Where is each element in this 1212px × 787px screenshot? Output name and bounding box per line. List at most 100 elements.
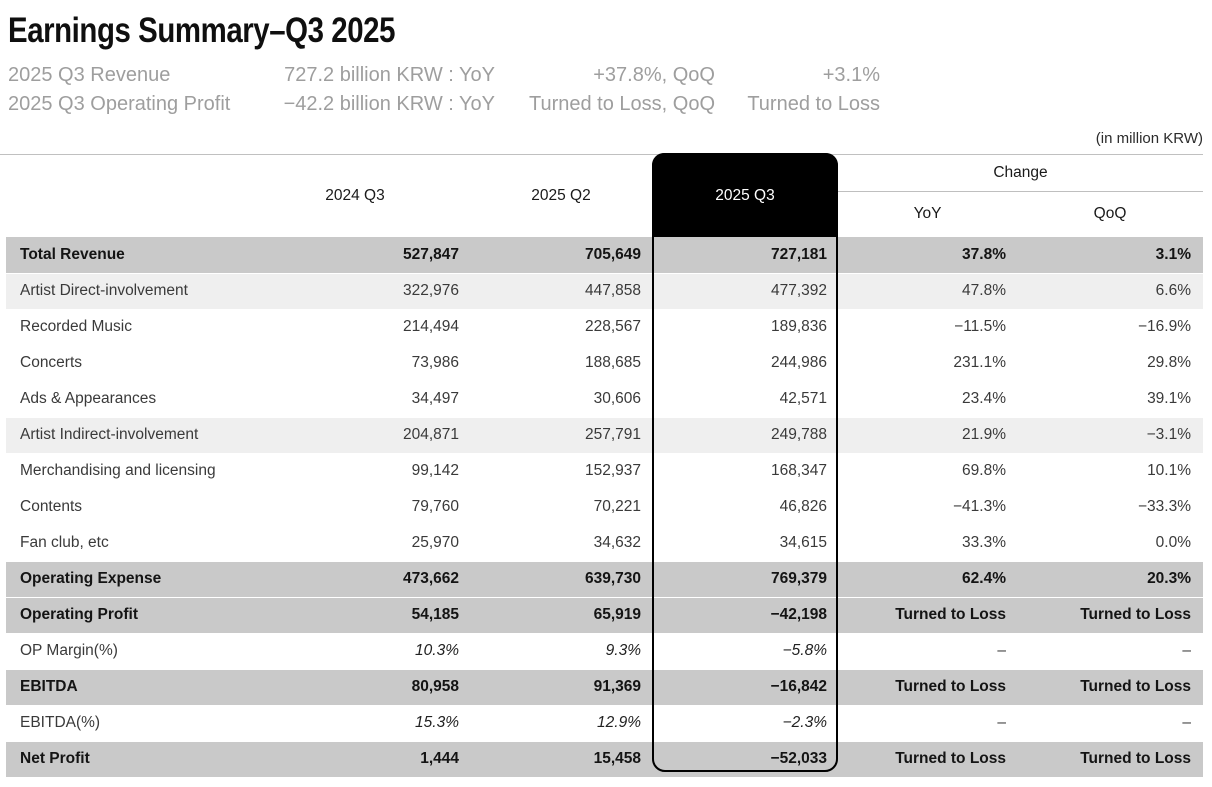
cell-2024-q3: 1,444 — [240, 741, 470, 778]
cell-2024-q3: 25,970 — [240, 525, 470, 562]
cell-2025-q2: 70,221 — [470, 489, 652, 526]
cell-yoy-change: 231.1% — [838, 345, 1017, 382]
cell-qoq-change: 3.1% — [1017, 237, 1204, 274]
summary-row1-qoq: +3.1% — [822, 64, 880, 86]
cell-2024-q3: 473,662 — [240, 561, 470, 598]
cell-row-label: EBITDA — [6, 669, 240, 706]
cell-row-label: EBITDA(%) — [6, 705, 240, 742]
cell-yoy-change: 33.3% — [838, 525, 1017, 562]
header-yoy: YoY — [913, 205, 942, 223]
header-2024-q3: 2024 Q3 — [325, 187, 385, 204]
cell-row-label: Concerts — [6, 345, 240, 382]
cell-row-label: Fan club, etc — [6, 525, 240, 562]
table-row: Total Revenue 527,847 705,649 727,181 37… — [6, 237, 1204, 274]
cell-2025-q3: −16,842 — [652, 669, 838, 706]
cell-2024-q3: 15.3% — [240, 705, 470, 742]
table-row: Artist Indirect-involvement 204,871 257,… — [6, 417, 1204, 454]
cell-2025-q2: 188,685 — [470, 345, 652, 382]
cell-row-label: Operating Expense — [6, 561, 240, 598]
cell-2025-q2: 705,649 — [470, 237, 652, 274]
summary-row1-yoy: +37.8%, QoQ — [593, 64, 715, 86]
summary-block: 2025 Q3 Revenue 727.2 billion KRW : YoY … — [8, 61, 880, 119]
summary-row2-yoy: Turned to Loss, QoQ — [528, 93, 715, 115]
cell-2024-q3: 80,958 — [240, 669, 470, 706]
cell-yoy-change: −11.5% — [838, 309, 1017, 346]
cell-qoq-change: Turned to Loss — [1017, 741, 1204, 778]
cell-2025-q3: 249,788 — [652, 417, 838, 454]
cell-qoq-change: −3.1% — [1017, 417, 1204, 454]
cell-2024-q3: 73,986 — [240, 345, 470, 382]
header-qoq: QoQ — [1093, 205, 1127, 223]
header-label-spacer — [6, 155, 240, 237]
table-header: 2024 Q3 2025 Q2 2025 Q3 Change YoY QoQ — [6, 155, 1204, 237]
summary-row2-qoq: Turned to Loss — [747, 93, 880, 115]
cell-yoy-change: 62.4% — [838, 561, 1017, 598]
cell-qoq-change: −16.9% — [1017, 309, 1204, 346]
table-row: Concerts 73,986 188,685 244,986 231.1% 2… — [6, 345, 1204, 382]
summary-row2-label: 2025 Q3 Operating Profit — [8, 93, 231, 115]
header-2025-q2: 2025 Q2 — [531, 187, 591, 204]
table-row: Recorded Music 214,494 228,567 189,836 −… — [6, 309, 1204, 346]
cell-2025-q2: 91,369 — [470, 669, 652, 706]
cell-qoq-change: 20.3% — [1017, 561, 1204, 598]
cell-qoq-change: – — [1017, 633, 1204, 670]
table-row: Operating Profit 54,185 65,919 −42,198 T… — [6, 597, 1204, 634]
table-row: Fan club, etc 25,970 34,632 34,615 33.3%… — [6, 525, 1204, 562]
cell-qoq-change: Turned to Loss — [1017, 597, 1204, 634]
cell-2025-q3: −2.3% — [652, 705, 838, 742]
cell-2025-q3: 168,347 — [652, 453, 838, 490]
cell-yoy-change: −41.3% — [838, 489, 1017, 526]
cell-2025-q3: −52,033 — [652, 741, 838, 778]
highlight-column-header-fill — [652, 153, 838, 237]
cell-yoy-change: – — [838, 633, 1017, 670]
cell-qoq-change: 39.1% — [1017, 381, 1204, 418]
earnings-table: 2024 Q3 2025 Q2 2025 Q3 Change YoY QoQ T… — [6, 155, 1204, 778]
cell-2025-q3: 244,986 — [652, 345, 838, 382]
cell-2025-q3: −5.8% — [652, 633, 838, 670]
table-top-divider — [0, 154, 1203, 155]
cell-qoq-change: 10.1% — [1017, 453, 1204, 490]
cell-2025-q2: 15,458 — [470, 741, 652, 778]
cell-2025-q3: 769,379 — [652, 561, 838, 598]
cell-qoq-change: 0.0% — [1017, 525, 1204, 562]
cell-yoy-change: 23.4% — [838, 381, 1017, 418]
table-row: Artist Direct-involvement 322,976 447,85… — [6, 273, 1204, 310]
cell-qoq-change: 6.6% — [1017, 273, 1204, 310]
cell-2025-q3: 46,826 — [652, 489, 838, 526]
cell-2025-q3: −42,198 — [652, 597, 838, 634]
table-row: Net Profit 1,444 15,458 −52,033 Turned t… — [6, 741, 1204, 778]
cell-2025-q2: 12.9% — [470, 705, 652, 742]
cell-2025-q2: 447,858 — [470, 273, 652, 310]
cell-row-label: Ads & Appearances — [6, 381, 240, 418]
cell-row-label: Artist Direct-involvement — [6, 273, 240, 310]
cell-row-label: Operating Profit — [6, 597, 240, 634]
cell-yoy-change: Turned to Loss — [838, 597, 1017, 634]
table-row: Ads & Appearances 34,497 30,606 42,571 2… — [6, 381, 1204, 418]
cell-row-label: Total Revenue — [6, 237, 240, 274]
cell-2025-q3: 34,615 — [652, 525, 838, 562]
cell-2024-q3: 99,142 — [240, 453, 470, 490]
cell-2025-q3: 727,181 — [652, 237, 838, 274]
table-row: EBITDA 80,958 91,369 −16,842 Turned to L… — [6, 669, 1204, 706]
cell-row-label: Merchandising and licensing — [6, 453, 240, 490]
cell-2024-q3: 214,494 — [240, 309, 470, 346]
cell-2024-q3: 322,976 — [240, 273, 470, 310]
cell-row-label: Artist Indirect-involvement — [6, 417, 240, 454]
cell-2025-q3: 189,836 — [652, 309, 838, 346]
cell-2024-q3: 527,847 — [240, 237, 470, 274]
cell-row-label: OP Margin(%) — [6, 633, 240, 670]
cell-2025-q2: 257,791 — [470, 417, 652, 454]
table-row: Operating Expense 473,662 639,730 769,37… — [6, 561, 1204, 598]
cell-row-label: Contents — [6, 489, 240, 526]
cell-2025-q2: 65,919 — [470, 597, 652, 634]
cell-qoq-change: – — [1017, 705, 1204, 742]
table-row: EBITDA(%) 15.3% 12.9% −2.3% – – — [6, 705, 1204, 742]
cell-row-label: Net Profit — [6, 741, 240, 778]
cell-2025-q3: 42,571 — [652, 381, 838, 418]
cell-2024-q3: 34,497 — [240, 381, 470, 418]
cell-2024-q3: 10.3% — [240, 633, 470, 670]
header-2025-q3-highlighted: 2025 Q3 — [715, 187, 775, 204]
page-title: Earnings Summary–Q3 2025 — [8, 11, 396, 50]
cell-2024-q3: 79,760 — [240, 489, 470, 526]
